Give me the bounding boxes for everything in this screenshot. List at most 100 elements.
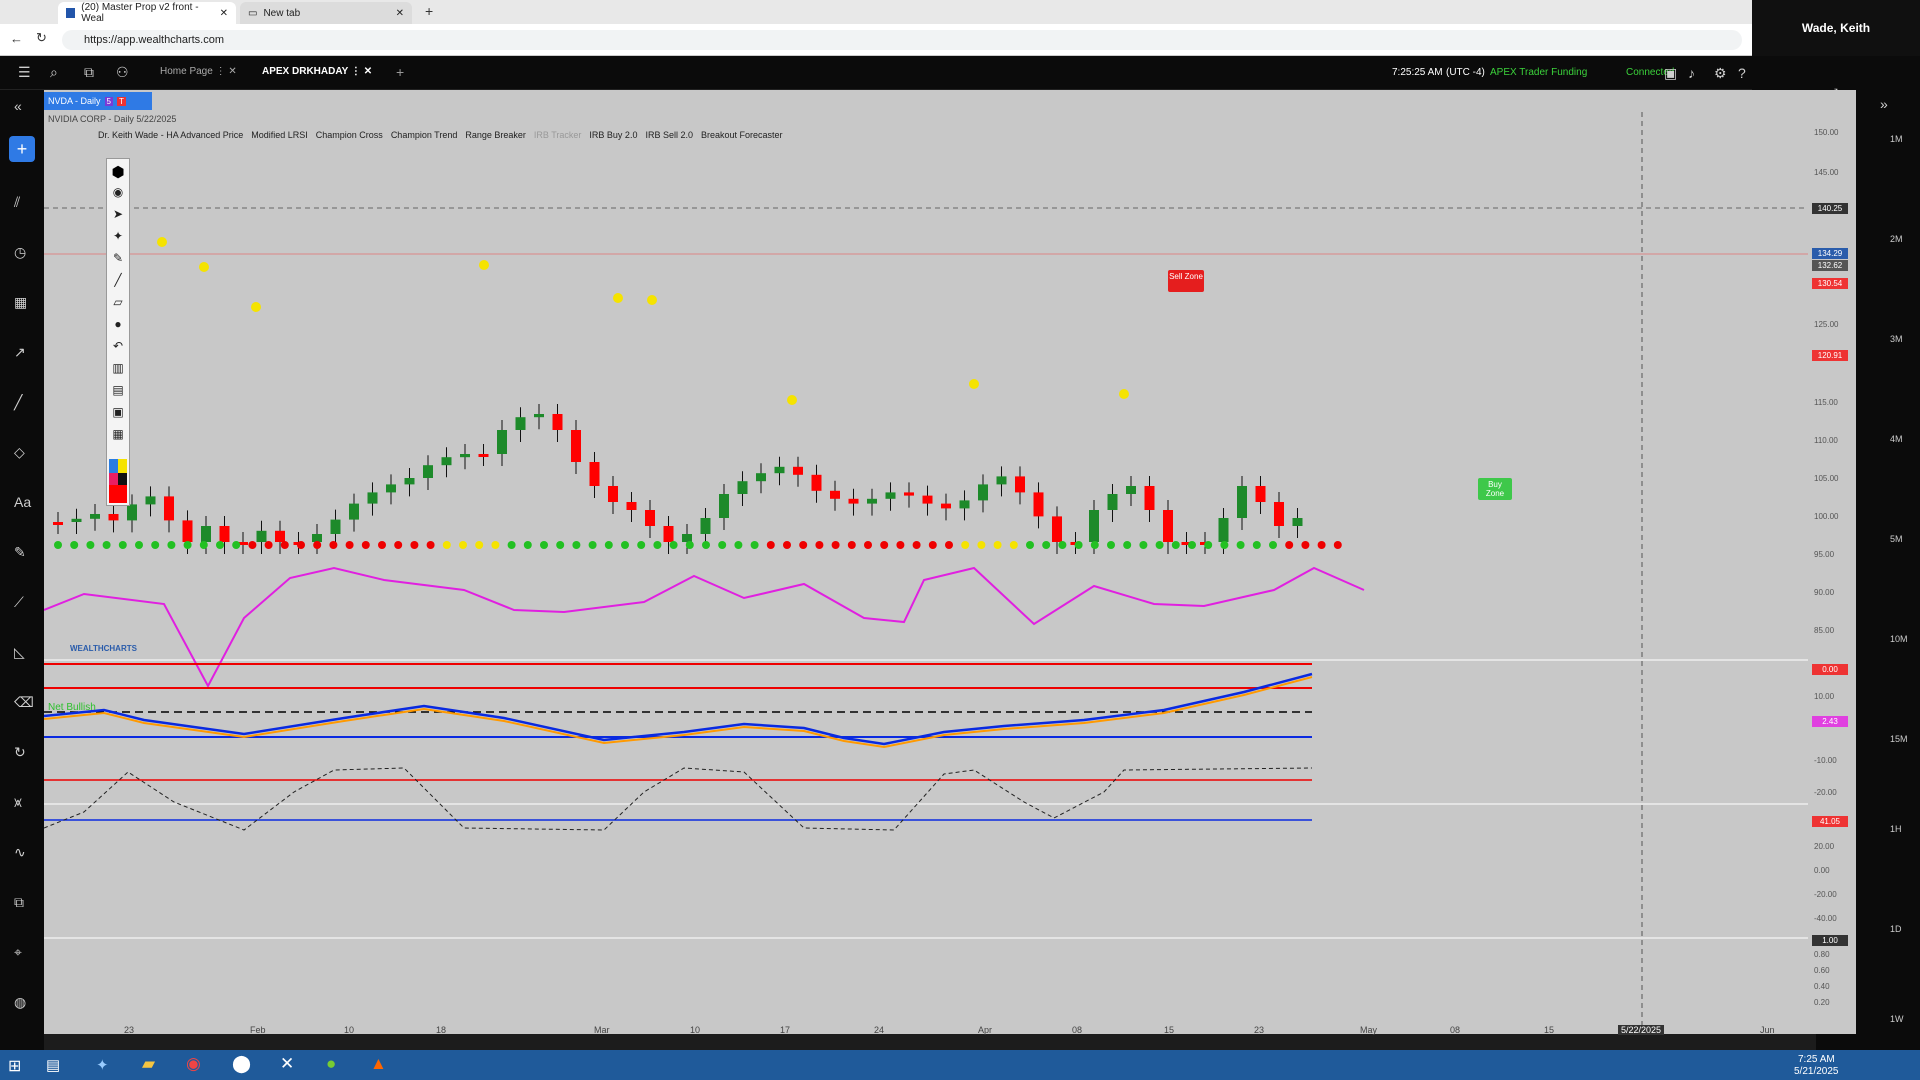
candle <box>534 414 544 418</box>
line-icon[interactable]: ╱ <box>114 273 122 287</box>
timeframe-item[interactable]: 3M <box>1890 334 1903 344</box>
map-app-icon[interactable]: ● <box>326 1054 337 1073</box>
close-icon[interactable]: ✕ <box>395 7 404 19</box>
chart-canvas[interactable] <box>44 112 1808 1034</box>
trend-dot <box>118 541 127 549</box>
location-icon[interactable]: ⬤ <box>232 1054 252 1073</box>
color-swatch[interactable] <box>109 485 127 503</box>
indicator-legend-item[interactable]: Dr. Keith Wade - HA Advanced Price <box>98 130 244 140</box>
ruler-icon[interactable]: ▱ <box>113 295 123 309</box>
brush-icon[interactable]: ✦ <box>112 229 124 243</box>
save-icon[interactable]: ▣ <box>1664 65 1678 81</box>
copy-icon[interactable]: ⧉ <box>14 894 24 910</box>
indicator-legend-item[interactable]: IRB Sell 2.0 <box>645 130 693 140</box>
refresh-icon[interactable]: ↻ <box>14 744 26 760</box>
new-tab-button[interactable]: + <box>425 3 434 19</box>
candle <box>719 494 729 518</box>
eye-icon[interactable]: ◉ <box>112 185 124 199</box>
chrome-icon[interactable]: ◉ <box>186 1054 201 1073</box>
timeframe-item[interactable]: 1H <box>1890 824 1902 834</box>
gear-icon[interactable]: ⚙ <box>1714 65 1727 81</box>
browser-tabstrip: (20) Master Prop v2 front - Weal ✕ ▭ New… <box>0 0 1752 24</box>
undo-icon[interactable]: ↶ <box>112 339 124 353</box>
globe-icon[interactable]: ◍ <box>14 994 27 1010</box>
strategy-icon[interactable]: ∿ <box>14 844 26 860</box>
dot-icon[interactable]: ● <box>114 317 122 331</box>
candle <box>645 510 655 526</box>
app-icon[interactable]: ✦ <box>96 1057 109 1074</box>
timeframe-item[interactable]: 1D <box>1890 924 1902 934</box>
windows-start-icon[interactable]: ⊞ <box>8 1058 22 1075</box>
browser-tab-label: (20) Master Prop v2 front - Weal <box>81 2 199 24</box>
tab-home-page[interactable]: Home Page ⋮ ✕ <box>160 66 237 77</box>
browser-tab-new[interactable]: ▭ New tab ✕ <box>240 2 412 24</box>
indicator-icon[interactable]: ⩙ <box>14 794 22 810</box>
indicator-legend-item[interactable]: Range Breaker <box>465 130 526 140</box>
timeframe-item[interactable]: 1M <box>1890 134 1903 144</box>
color-swatch[interactable] <box>109 473 127 485</box>
trading-app-icon[interactable]: ✕ <box>280 1054 295 1073</box>
ai-icon[interactable]: ⚇ <box>116 64 129 80</box>
trend-dot <box>329 541 338 549</box>
ninja-app-icon[interactable]: ▲ <box>370 1054 387 1073</box>
close-icon[interactable]: ✕ <box>219 7 228 19</box>
timeframe-item[interactable]: 2M <box>1890 234 1903 244</box>
timeframe-item[interactable]: 4M <box>1890 434 1903 444</box>
chart-type-icon[interactable]: ⫽ <box>14 194 21 210</box>
layout-icon[interactable]: ⧉ <box>84 64 94 80</box>
target-icon[interactable]: ⌖ <box>14 944 22 960</box>
add-tab-button[interactable]: + <box>396 64 405 80</box>
measure-icon[interactable]: ◺ <box>14 644 25 660</box>
pencil-icon[interactable]: ✎ <box>112 251 124 265</box>
layers-icon[interactable]: ▤ <box>112 383 124 397</box>
bell-icon[interactable]: ♪ <box>1688 65 1695 81</box>
cursor-icon[interactable]: ➤ <box>112 207 124 221</box>
color-swatch[interactable] <box>109 459 127 473</box>
task-view-icon[interactable]: ▤ <box>46 1057 61 1074</box>
expand-right-icon[interactable]: » <box>1880 96 1888 112</box>
indicator-legend-item[interactable]: Champion Cross <box>315 130 383 140</box>
folder-icon[interactable]: ▰ <box>142 1054 156 1073</box>
add-button[interactable]: + <box>9 136 35 162</box>
timeframe-item[interactable]: 10M <box>1890 634 1908 644</box>
camera-icon[interactable]: ▣ <box>112 405 124 419</box>
indicator-legend-item[interactable]: Champion Trend <box>390 130 458 140</box>
indicator-legend-item[interactable]: Modified LRSI <box>251 130 308 140</box>
pen-icon[interactable]: ⬢ <box>111 164 125 181</box>
symbol-tab[interactable]: NVDA - Daily 5 T <box>44 92 152 110</box>
indicator-legend-item[interactable]: IRB Buy 2.0 <box>589 130 638 140</box>
trash-icon[interactable]: ▥ <box>112 361 124 375</box>
tab-apex-drkhaday[interactable]: APEX DRKHADAY ⋮ ✕ <box>262 66 373 77</box>
eraser-icon[interactable]: ⌫ <box>14 694 34 710</box>
trend-dot <box>799 541 808 549</box>
collapse-icon[interactable]: « <box>14 98 22 114</box>
help-icon[interactable]: ? <box>1738 65 1746 81</box>
trend-dot <box>783 541 791 549</box>
clipboard-icon[interactable]: ▦ <box>112 427 124 441</box>
account-name[interactable]: APEX Trader Funding <box>1490 67 1588 78</box>
indicator-legend-item[interactable]: IRB Tracker <box>533 130 582 140</box>
browser-tab-active[interactable]: (20) Master Prop v2 front - Weal ✕ <box>58 2 236 24</box>
price-axis[interactable] <box>1808 90 1856 1034</box>
page-icon: ▭ <box>248 7 258 19</box>
ruler-icon[interactable]: ⟋ <box>14 594 24 610</box>
trend-icon[interactable]: ↗ <box>14 344 26 360</box>
shapes-icon[interactable]: ◇ <box>14 444 25 460</box>
back-icon[interactable]: ← <box>10 31 23 46</box>
url-input[interactable]: https://app.wealthcharts.com <box>62 30 1742 50</box>
reload-icon[interactable]: ↻ <box>36 30 47 45</box>
pencil-icon[interactable]: ✎ <box>14 544 26 560</box>
calendar-icon[interactable]: ▦ <box>14 294 28 310</box>
line-tool-icon[interactable]: ╱ <box>14 394 23 410</box>
text-tool-icon[interactable]: Aa <box>14 494 32 510</box>
clock-icon[interactable]: ◷ <box>14 244 27 260</box>
chart-area[interactable] <box>44 90 1816 1034</box>
search-icon[interactable]: ⌕ <box>50 64 58 80</box>
timeframe-item[interactable]: 1W <box>1890 1014 1904 1024</box>
timeframe-item[interactable]: 5M <box>1890 534 1903 544</box>
profile-name[interactable]: Wade, Keith <box>1752 0 1920 56</box>
candle <box>552 414 563 430</box>
timeframe-item[interactable]: 15M <box>1890 734 1908 744</box>
menu-icon[interactable]: ☰ <box>18 64 31 80</box>
indicator-legend-item[interactable]: Breakout Forecaster <box>700 130 783 140</box>
